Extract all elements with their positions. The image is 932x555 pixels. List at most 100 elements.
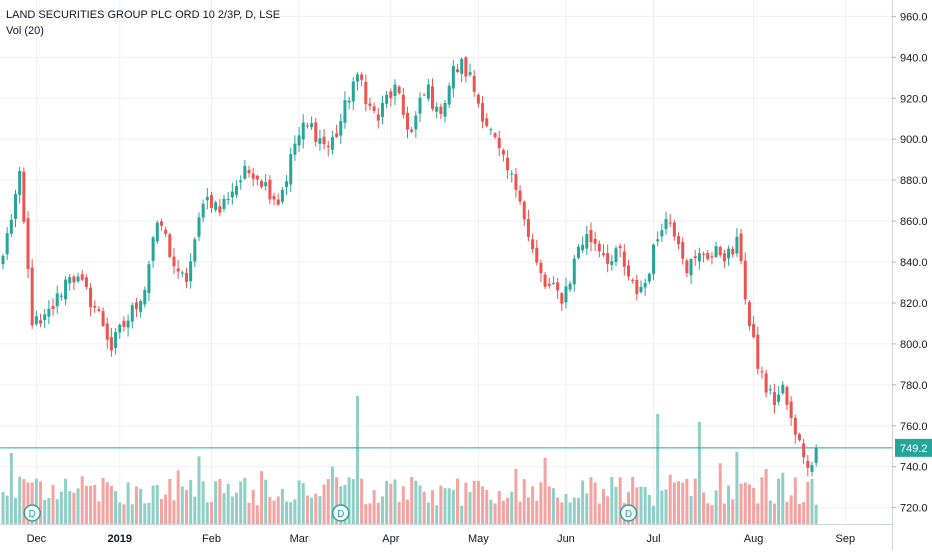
volume-bar <box>689 496 693 524</box>
y-tick-label: 840.0 <box>900 257 928 269</box>
candle-body <box>601 253 605 255</box>
candle-body <box>51 305 55 309</box>
candle-body <box>289 154 293 185</box>
volume-bar <box>493 503 497 524</box>
candle-body <box>735 236 739 254</box>
candle-body <box>214 202 218 210</box>
symbol-title[interactable]: LAND SECURITIES GROUP PLC ORD 10 2/3P, D… <box>6 9 281 21</box>
volume-bar <box>184 489 188 524</box>
candle-body <box>5 233 9 255</box>
volume-bar <box>601 488 605 524</box>
candle-body <box>668 222 672 224</box>
volume-bar <box>702 492 706 524</box>
volume-bar <box>568 502 572 524</box>
volume-bar <box>743 482 747 524</box>
volume-bar <box>547 486 551 524</box>
volume-bar <box>368 503 372 524</box>
candle-body <box>656 239 660 242</box>
volume-bar <box>189 479 193 524</box>
volume-bar <box>431 490 435 524</box>
volume-bar <box>301 483 305 524</box>
candle-body <box>510 173 514 175</box>
y-tick-label: 760.0 <box>900 421 928 433</box>
candle-body <box>268 179 272 200</box>
volume-bar <box>652 505 656 524</box>
candle-body <box>197 217 201 237</box>
volume-bar <box>222 493 226 524</box>
candle-body <box>314 122 318 142</box>
candle-body <box>322 136 326 145</box>
candle-body <box>176 268 180 272</box>
volume-bar <box>155 485 159 524</box>
volume-bar <box>105 482 109 524</box>
volume-bar <box>681 482 685 524</box>
volume-bar <box>635 487 639 524</box>
candle-body <box>764 373 768 393</box>
volume-bar <box>410 476 414 524</box>
candle-body <box>581 244 585 251</box>
candle-body <box>26 218 30 270</box>
candle-body <box>360 74 364 80</box>
y-tick-label: 780.0 <box>900 380 928 392</box>
volume-bar <box>43 499 47 524</box>
volume-bar <box>768 500 772 524</box>
candle-body <box>339 120 343 136</box>
candle-body <box>172 256 176 267</box>
volume-bar <box>122 504 126 524</box>
candle-body <box>643 282 647 288</box>
volume-indicator-label[interactable]: Vol (20) <box>6 25 44 37</box>
candle-body <box>155 222 159 242</box>
volume-bar <box>405 499 409 524</box>
volume-bar <box>130 504 134 524</box>
candle-body <box>293 143 297 155</box>
volume-bar <box>243 477 247 524</box>
candle-body <box>560 293 564 304</box>
volume-bar <box>722 503 726 524</box>
volume-bar <box>143 503 147 524</box>
candle-body <box>101 311 105 326</box>
volume-bar <box>297 480 301 524</box>
volume-bar <box>618 477 622 524</box>
volume-bar <box>264 479 268 524</box>
volume-bar <box>18 476 22 524</box>
candle-body <box>431 86 435 109</box>
volume-bar <box>239 481 243 524</box>
y-tick-label: 880.0 <box>900 175 928 187</box>
volume-bar <box>672 482 676 524</box>
candle-body <box>105 323 109 340</box>
candle-body <box>389 91 393 99</box>
candle-body <box>426 84 430 99</box>
candle-body <box>93 305 97 308</box>
candle-body <box>789 401 793 419</box>
candle-body <box>706 253 710 259</box>
volume-bar <box>777 478 781 524</box>
candle-body <box>347 100 351 103</box>
volume-bar <box>456 478 460 524</box>
candle-body <box>80 274 84 280</box>
candle-body <box>693 256 697 259</box>
volume-bar <box>180 486 184 524</box>
volume-bar <box>485 489 489 524</box>
candle-body <box>330 137 334 150</box>
volume-bar <box>14 497 18 524</box>
volume-bar <box>435 505 439 524</box>
volume-bar <box>522 479 526 524</box>
volume-bar <box>168 479 172 524</box>
volume-bar <box>447 488 451 524</box>
volume-bar <box>514 468 518 524</box>
volume-bar <box>360 478 364 524</box>
last-price-badge <box>895 438 932 457</box>
volume-bar <box>109 485 113 524</box>
candle-body <box>781 384 785 394</box>
candle-body <box>335 133 339 137</box>
volume-bar <box>706 503 710 524</box>
candle-body <box>118 324 122 333</box>
volume-bar <box>151 485 155 524</box>
candle-body <box>235 186 239 195</box>
volume-bar <box>501 500 505 524</box>
x-tick-label: Sep <box>836 533 856 545</box>
y-tick-label: 720.0 <box>900 503 928 515</box>
